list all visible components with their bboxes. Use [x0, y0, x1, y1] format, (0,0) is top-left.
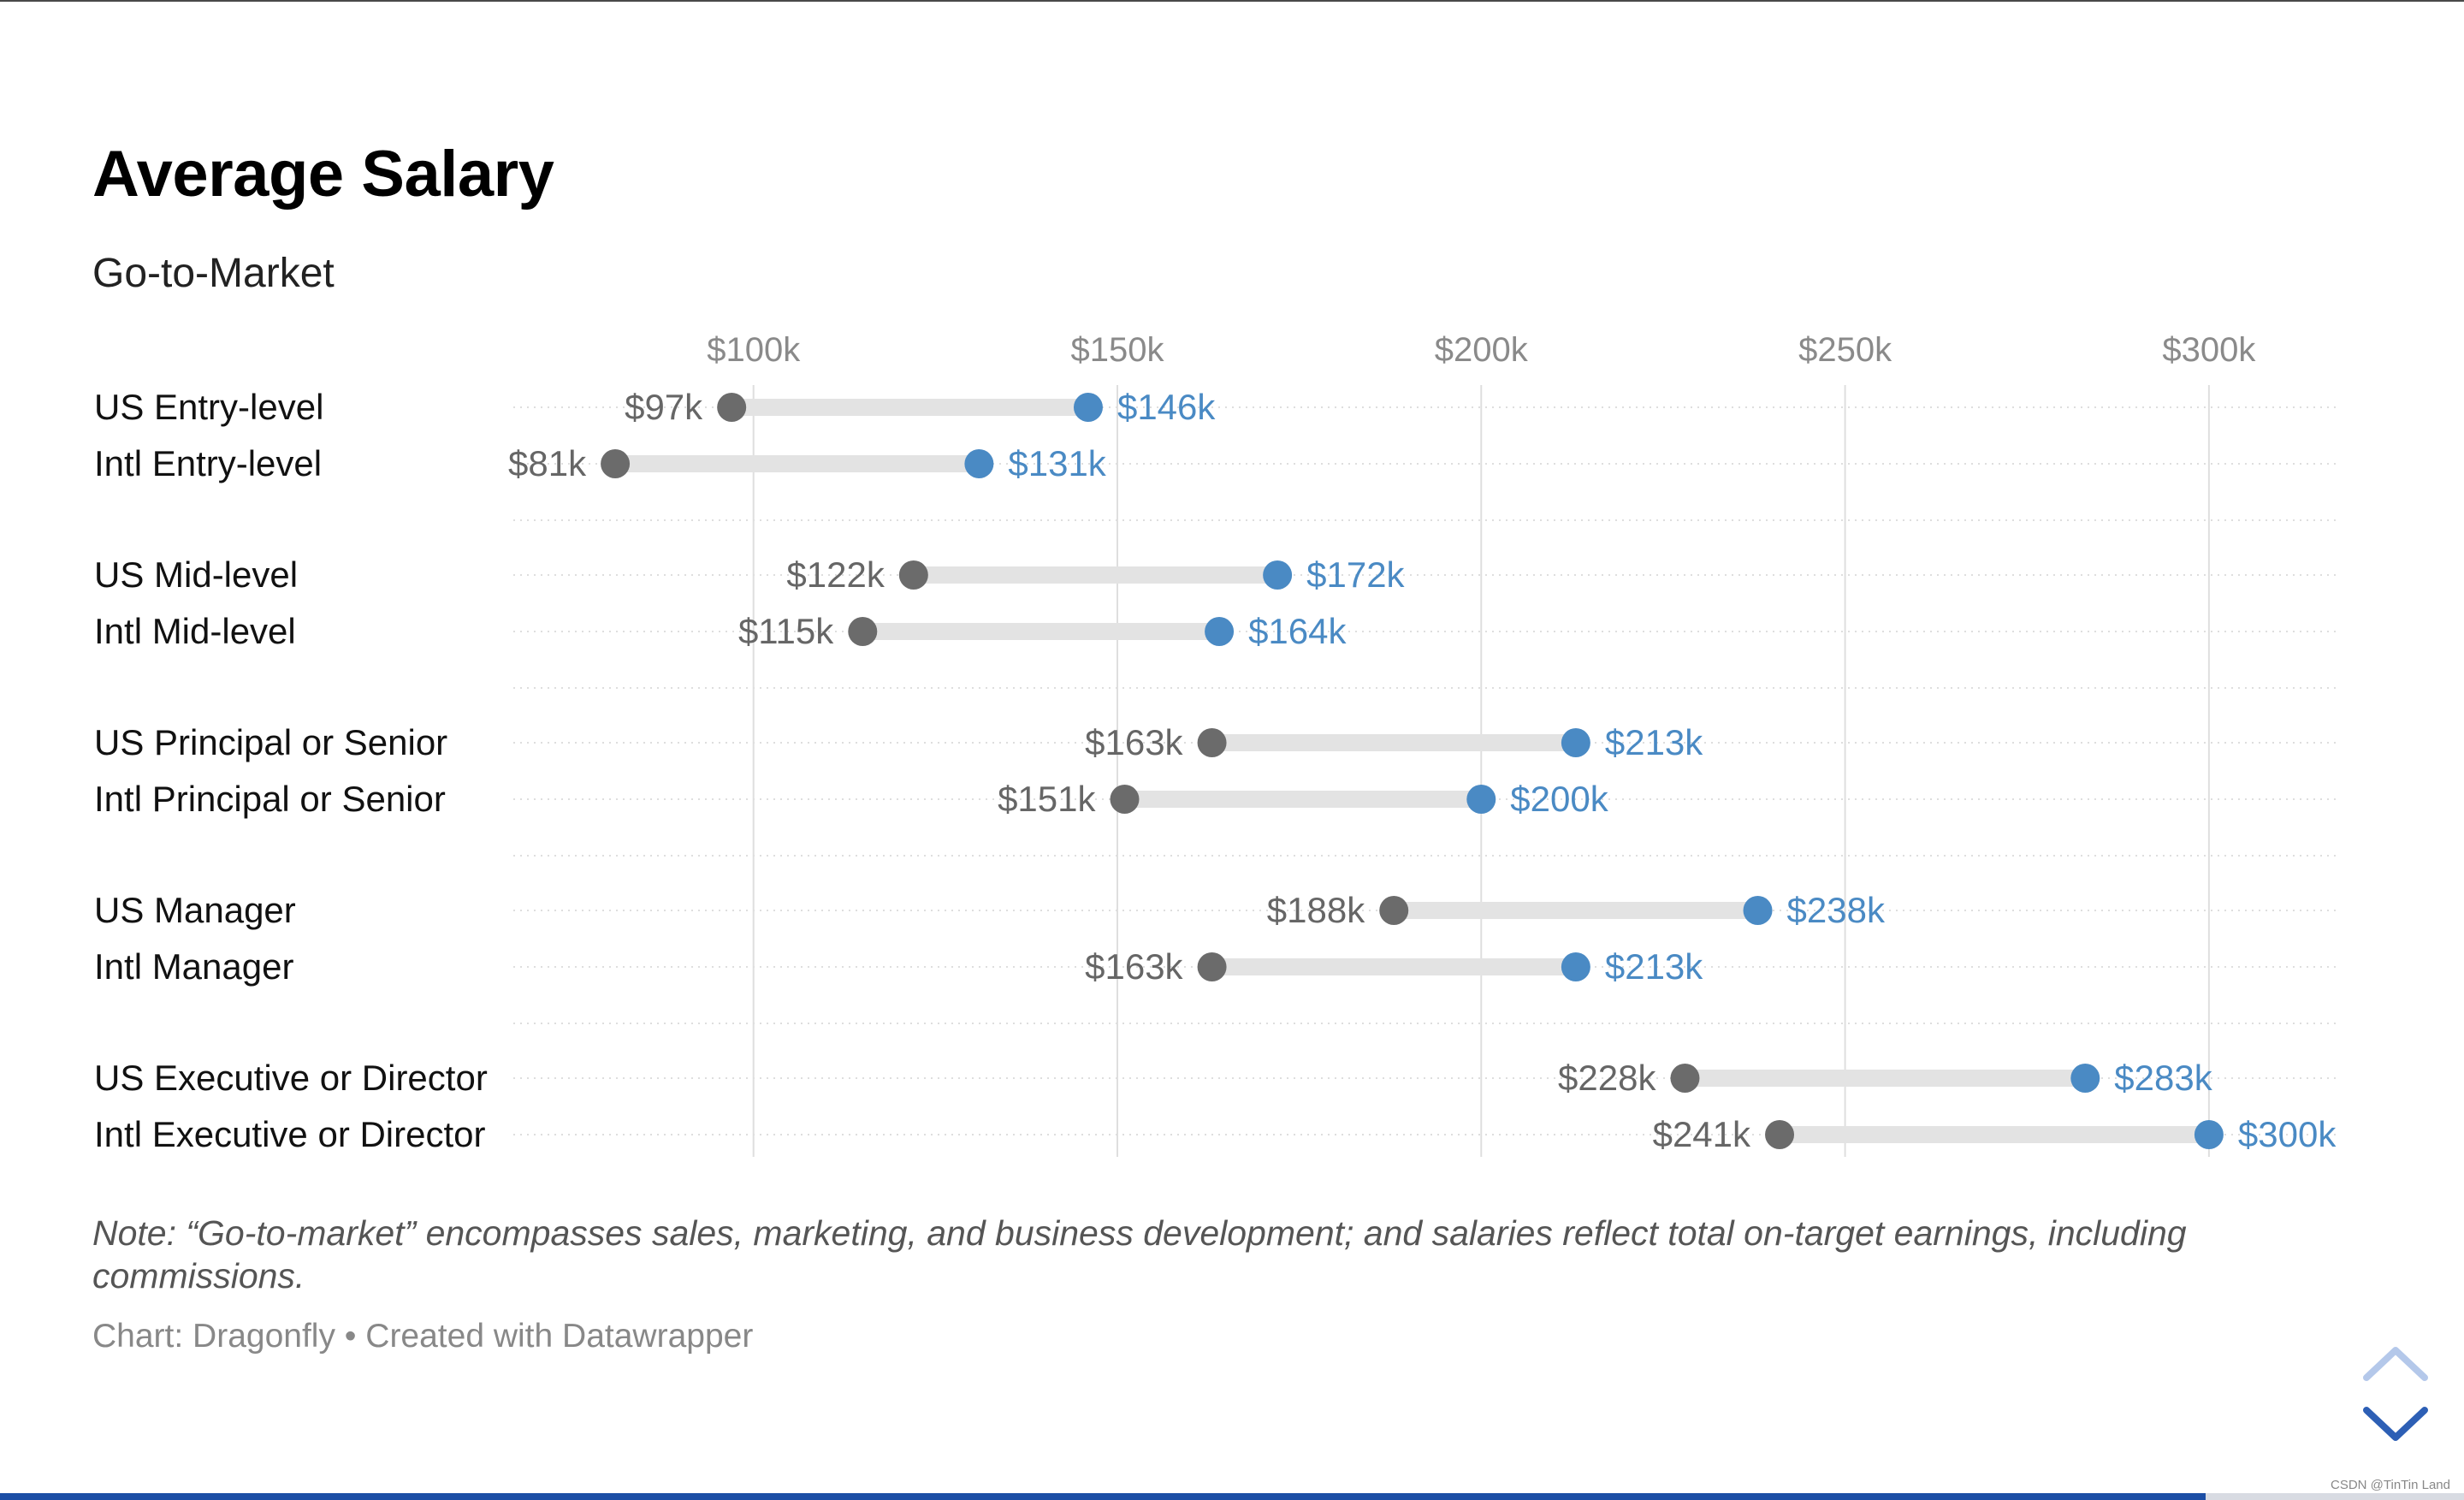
- row-label: Intl Manager: [94, 946, 293, 987]
- high-value-label: $200k: [1510, 779, 1608, 819]
- x-tick-label: $100k: [707, 331, 801, 369]
- low-dot: [1765, 1120, 1795, 1149]
- low-value-label: $241k: [1653, 1114, 1751, 1154]
- row-label: Intl Mid-level: [94, 611, 296, 651]
- row-label: US Principal or Senior: [94, 722, 447, 762]
- low-dot: [848, 617, 878, 646]
- low-dot: [717, 393, 747, 422]
- low-value-label: $115k: [738, 611, 834, 651]
- low-value-label: $188k: [1267, 890, 1365, 930]
- reading-progress-bar: [0, 1493, 2464, 1500]
- top-border: [0, 0, 2464, 2]
- high-dot: [1466, 785, 1496, 814]
- low-value-label: $97k: [625, 387, 703, 427]
- low-dot: [1110, 785, 1140, 814]
- high-dot: [2070, 1064, 2100, 1093]
- row-label: Intl Principal or Senior: [94, 779, 446, 819]
- low-dot: [1379, 896, 1409, 925]
- low-dot: [1197, 952, 1227, 981]
- x-tick-label: $300k: [2162, 331, 2256, 369]
- row-label: US Manager: [94, 890, 296, 930]
- x-tick-label: $150k: [1071, 331, 1165, 369]
- low-value-label: $151k: [998, 779, 1096, 819]
- high-dot: [1743, 896, 1773, 925]
- high-value-label: $213k: [1605, 722, 1703, 762]
- high-dot: [964, 449, 994, 478]
- x-tick-label: $250k: [1798, 331, 1892, 369]
- high-value-label: $164k: [1248, 611, 1347, 651]
- high-value-label: $300k: [2238, 1114, 2337, 1154]
- low-value-label: $163k: [1085, 946, 1183, 987]
- chart-title: Average Salary: [92, 138, 554, 210]
- reading-progress-fill: [0, 1493, 2206, 1500]
- range-chart: $100k $150k $200k $250k $300k US Entry-level $…: [94, 331, 2340, 1157]
- scroll-up-button[interactable]: [2361, 1342, 2430, 1384]
- low-dot: [898, 560, 928, 590]
- low-value-label: $228k: [1558, 1058, 1656, 1098]
- x-tick-label: $200k: [1435, 331, 1529, 369]
- scroll-down-button[interactable]: [2361, 1403, 2430, 1446]
- high-value-label: $213k: [1605, 946, 1703, 987]
- chevron-down-icon: [2363, 1407, 2428, 1441]
- low-value-label: $122k: [786, 554, 885, 595]
- high-value-label: $172k: [1306, 554, 1405, 595]
- chevron-up-icon: [2363, 1347, 2428, 1381]
- low-value-label: $163k: [1085, 722, 1183, 762]
- high-dot: [2194, 1120, 2224, 1149]
- chart-note: Note: “Go-to-market” encompasses sales, …: [92, 1213, 2187, 1295]
- row-label: US Mid-level: [94, 554, 298, 595]
- high-value-label: $131k: [1008, 443, 1106, 483]
- high-value-label: $146k: [1117, 387, 1216, 427]
- high-dot: [1263, 560, 1293, 590]
- high-dot: [1205, 617, 1235, 646]
- low-dot: [601, 449, 631, 478]
- high-value-label: $283k: [2114, 1058, 2212, 1098]
- row-label: US Executive or Director: [94, 1058, 488, 1098]
- low-dot: [1670, 1064, 1700, 1093]
- row-label: Intl Entry-level: [94, 443, 322, 483]
- high-dot: [1561, 952, 1590, 981]
- low-dot: [1197, 728, 1227, 757]
- high-value-label: $238k: [1787, 890, 1886, 930]
- high-dot: [1561, 728, 1590, 757]
- high-dot: [1073, 393, 1103, 422]
- chart-source: Chart: Dragonfly • Created with Datawrap…: [92, 1318, 754, 1355]
- row-label: Intl Executive or Director: [94, 1114, 486, 1154]
- watermark: CSDN @TinTin Land: [2331, 1478, 2450, 1492]
- low-value-label: $81k: [508, 443, 587, 483]
- row-label: US Entry-level: [94, 387, 323, 427]
- chart-subtitle: Go-to-Market: [92, 251, 335, 296]
